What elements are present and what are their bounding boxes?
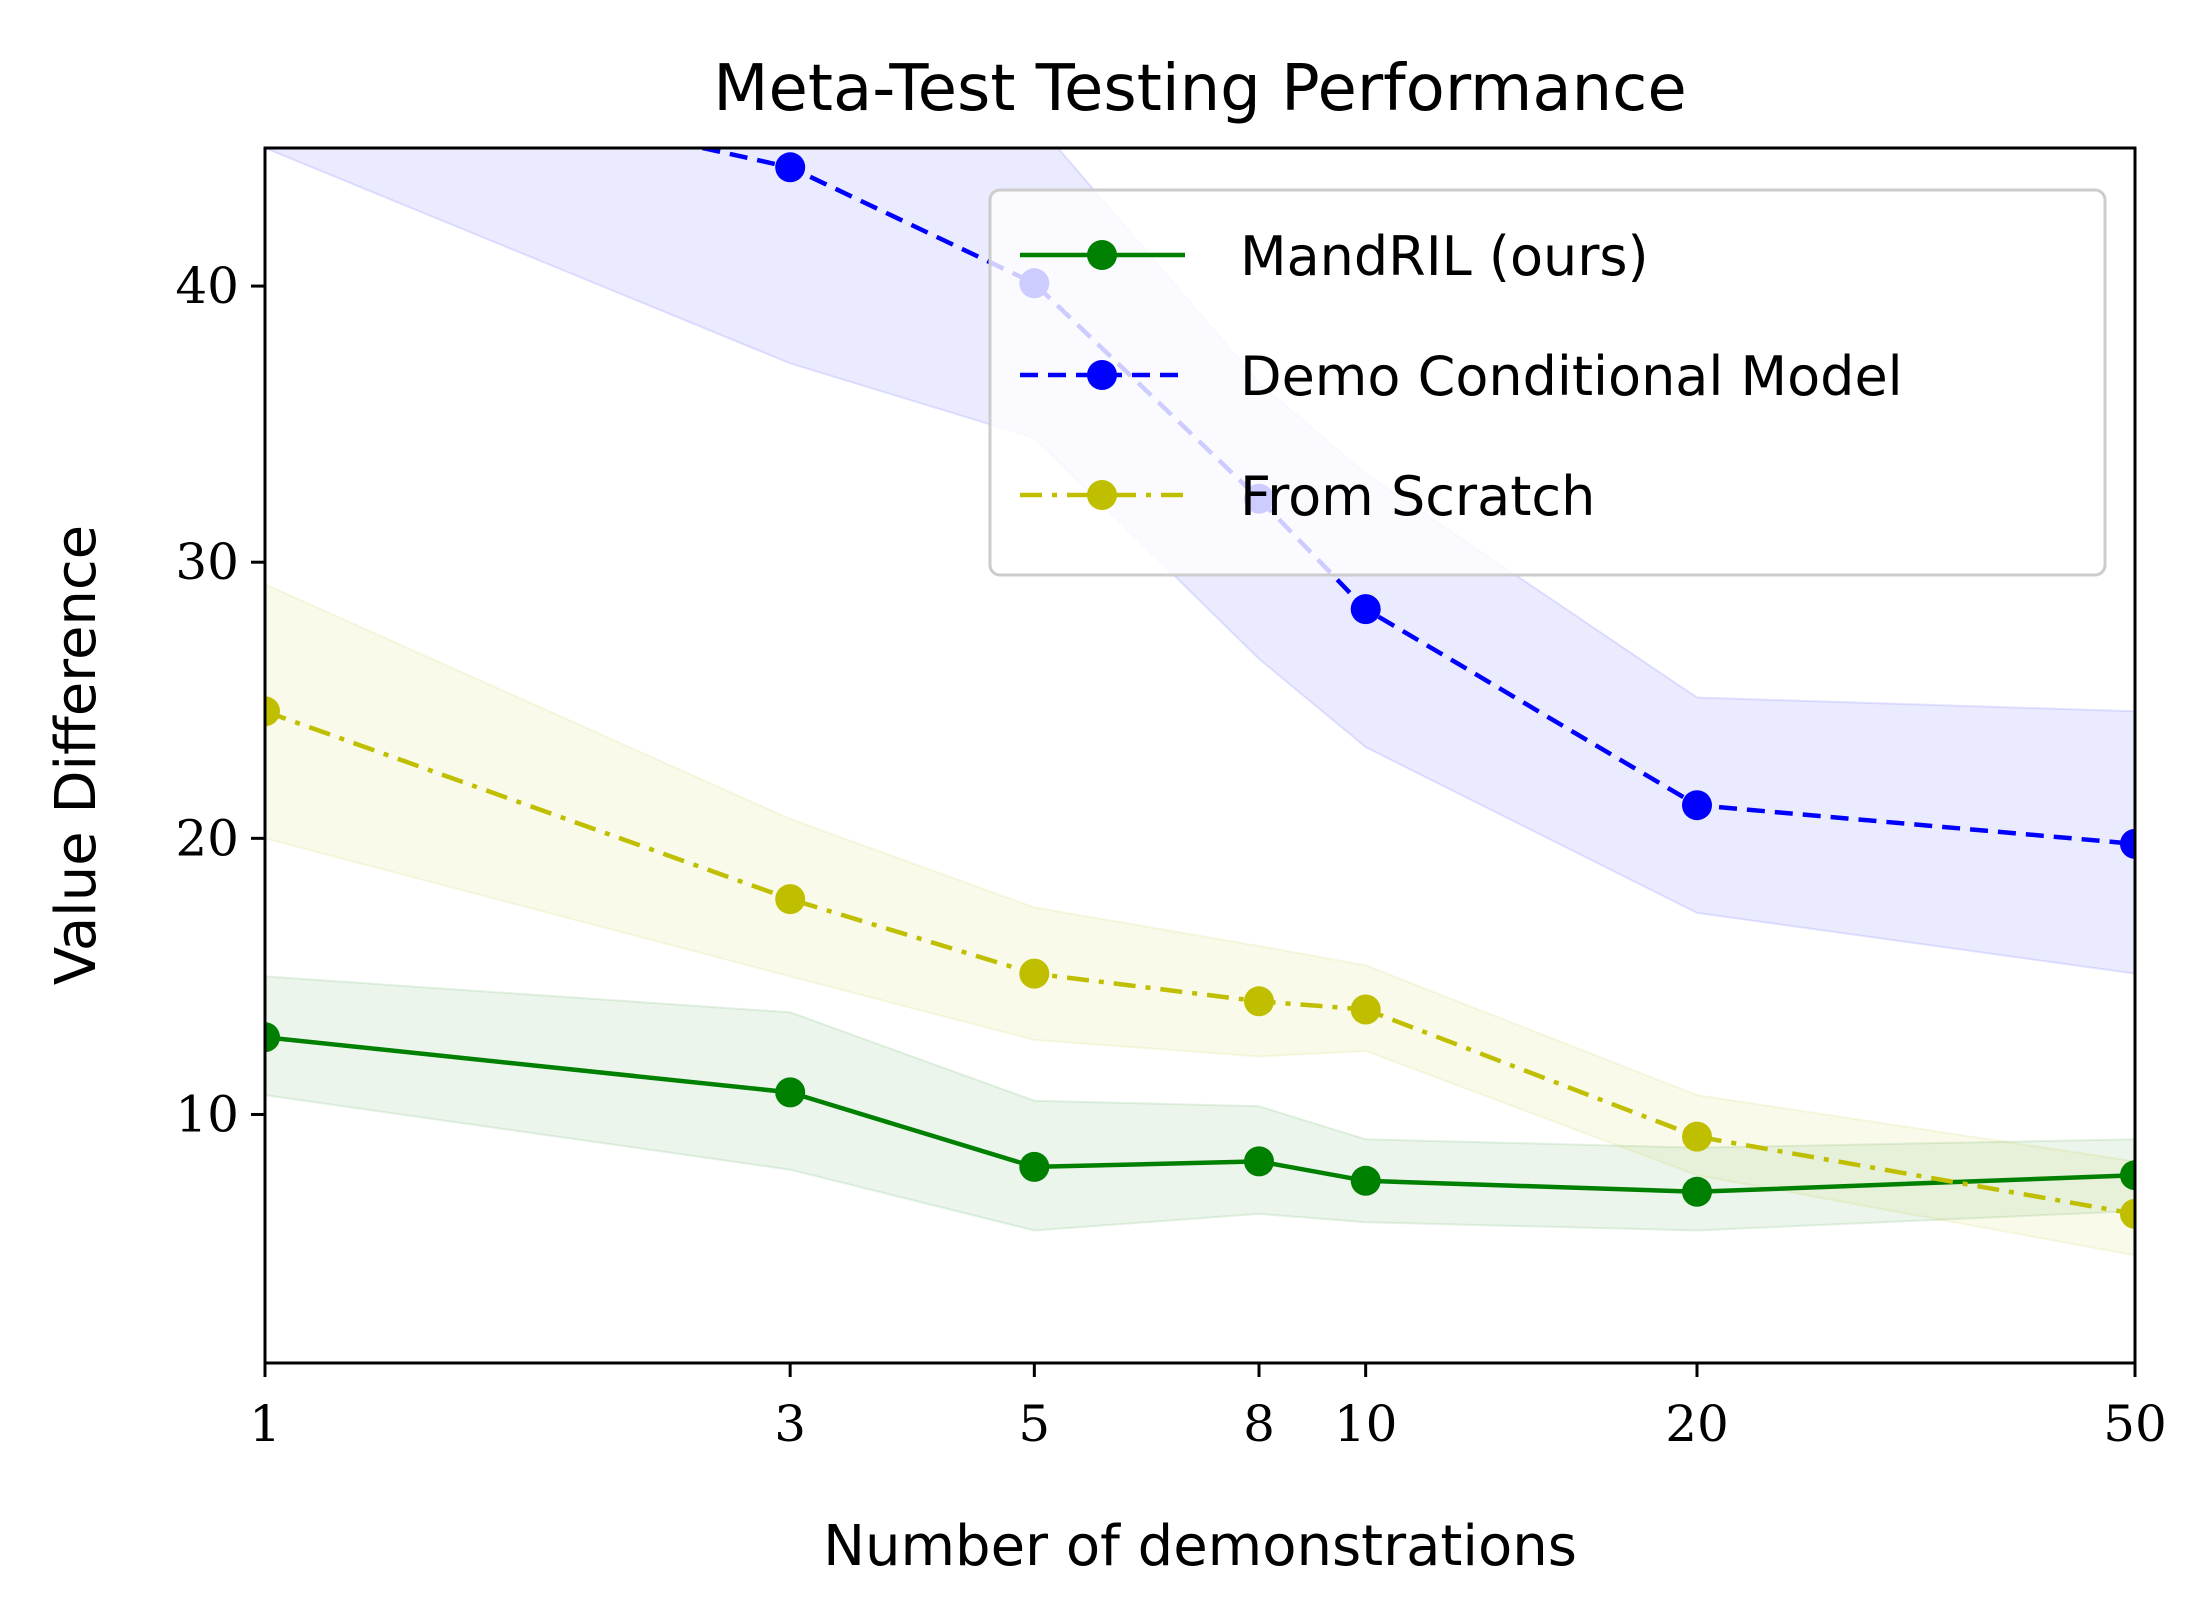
point-series-0-4 — [1350, 1165, 1381, 1196]
point-series-0-3 — [1244, 1146, 1274, 1177]
point-series-2-2 — [1019, 958, 1050, 989]
x-tick-label-3: 8 — [1243, 1395, 1275, 1453]
x-tick-label-0: 1 — [249, 1395, 281, 1453]
point-series-2-0 — [265, 696, 280, 727]
point-series-0-5 — [1682, 1176, 1712, 1207]
x-tick-label-6: 50 — [2103, 1395, 2167, 1453]
point-series-2-6 — [2120, 1198, 2135, 1229]
point-series-1-0 — [250, 36, 280, 66]
legend-marker-1 — [1087, 360, 1117, 390]
point-series-2-1 — [775, 884, 806, 915]
point-series-0-2 — [1019, 1151, 1050, 1182]
y-tick-label-1: 20 — [175, 809, 239, 867]
point-series-0-1 — [775, 1077, 806, 1108]
legend-label-2: From Scratch — [1240, 465, 1595, 528]
point-series-0-0 — [265, 1022, 280, 1053]
legend-box — [988, 188, 2107, 577]
point-series-0-6 — [2120, 1160, 2135, 1191]
point-series-2-3 — [1244, 986, 1274, 1017]
point-series-1-1 — [775, 152, 806, 183]
point-series-1-6 — [2120, 828, 2135, 859]
legend-label-0: MandRIL (ours) — [1240, 225, 1649, 288]
point-series-2-4 — [1350, 994, 1381, 1025]
point-series-1-5 — [1682, 790, 1712, 821]
x-axis-label: Number of demonstrations — [823, 1514, 1577, 1579]
series-lines — [250, 36, 2135, 1229]
legend-marker-2 — [1087, 480, 1117, 510]
y-tick-label-0: 10 — [175, 1085, 239, 1143]
point-series-2-5 — [1682, 1121, 1712, 1152]
legend-marker-0 — [1087, 240, 1117, 270]
y-tick-label-3: 40 — [175, 257, 239, 315]
legend-label-1: Demo Conditional Model — [1240, 345, 1903, 408]
chart-title: Meta-Test Testing Performance — [713, 52, 1686, 126]
x-tick-label-5: 20 — [1665, 1395, 1729, 1453]
point-series-1-4 — [1350, 594, 1381, 625]
plot-frame — [263, 146, 2137, 1365]
axes: 1 3 5 8 10 20 50 10 20 30 40 — [175, 146, 2167, 1453]
legend: MandRIL (ours) Demo Conditional Model From… — [988, 188, 2107, 577]
y-axis-label: Value Difference — [44, 525, 109, 985]
x-tick-label-4: 10 — [1334, 1395, 1398, 1453]
x-tick-label-2: 5 — [1018, 1395, 1050, 1453]
band-series-0 — [265, 975, 2135, 1232]
y-tick-label-2: 30 — [175, 533, 239, 591]
x-tick-label-1: 3 — [774, 1395, 806, 1453]
band-series-2 — [265, 583, 2135, 1257]
